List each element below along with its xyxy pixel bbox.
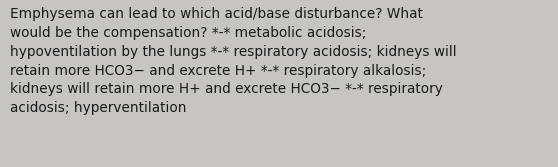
Text: Emphysema can lead to which acid/base disturbance? What
would be the compensatio: Emphysema can lead to which acid/base di… bbox=[10, 7, 456, 115]
